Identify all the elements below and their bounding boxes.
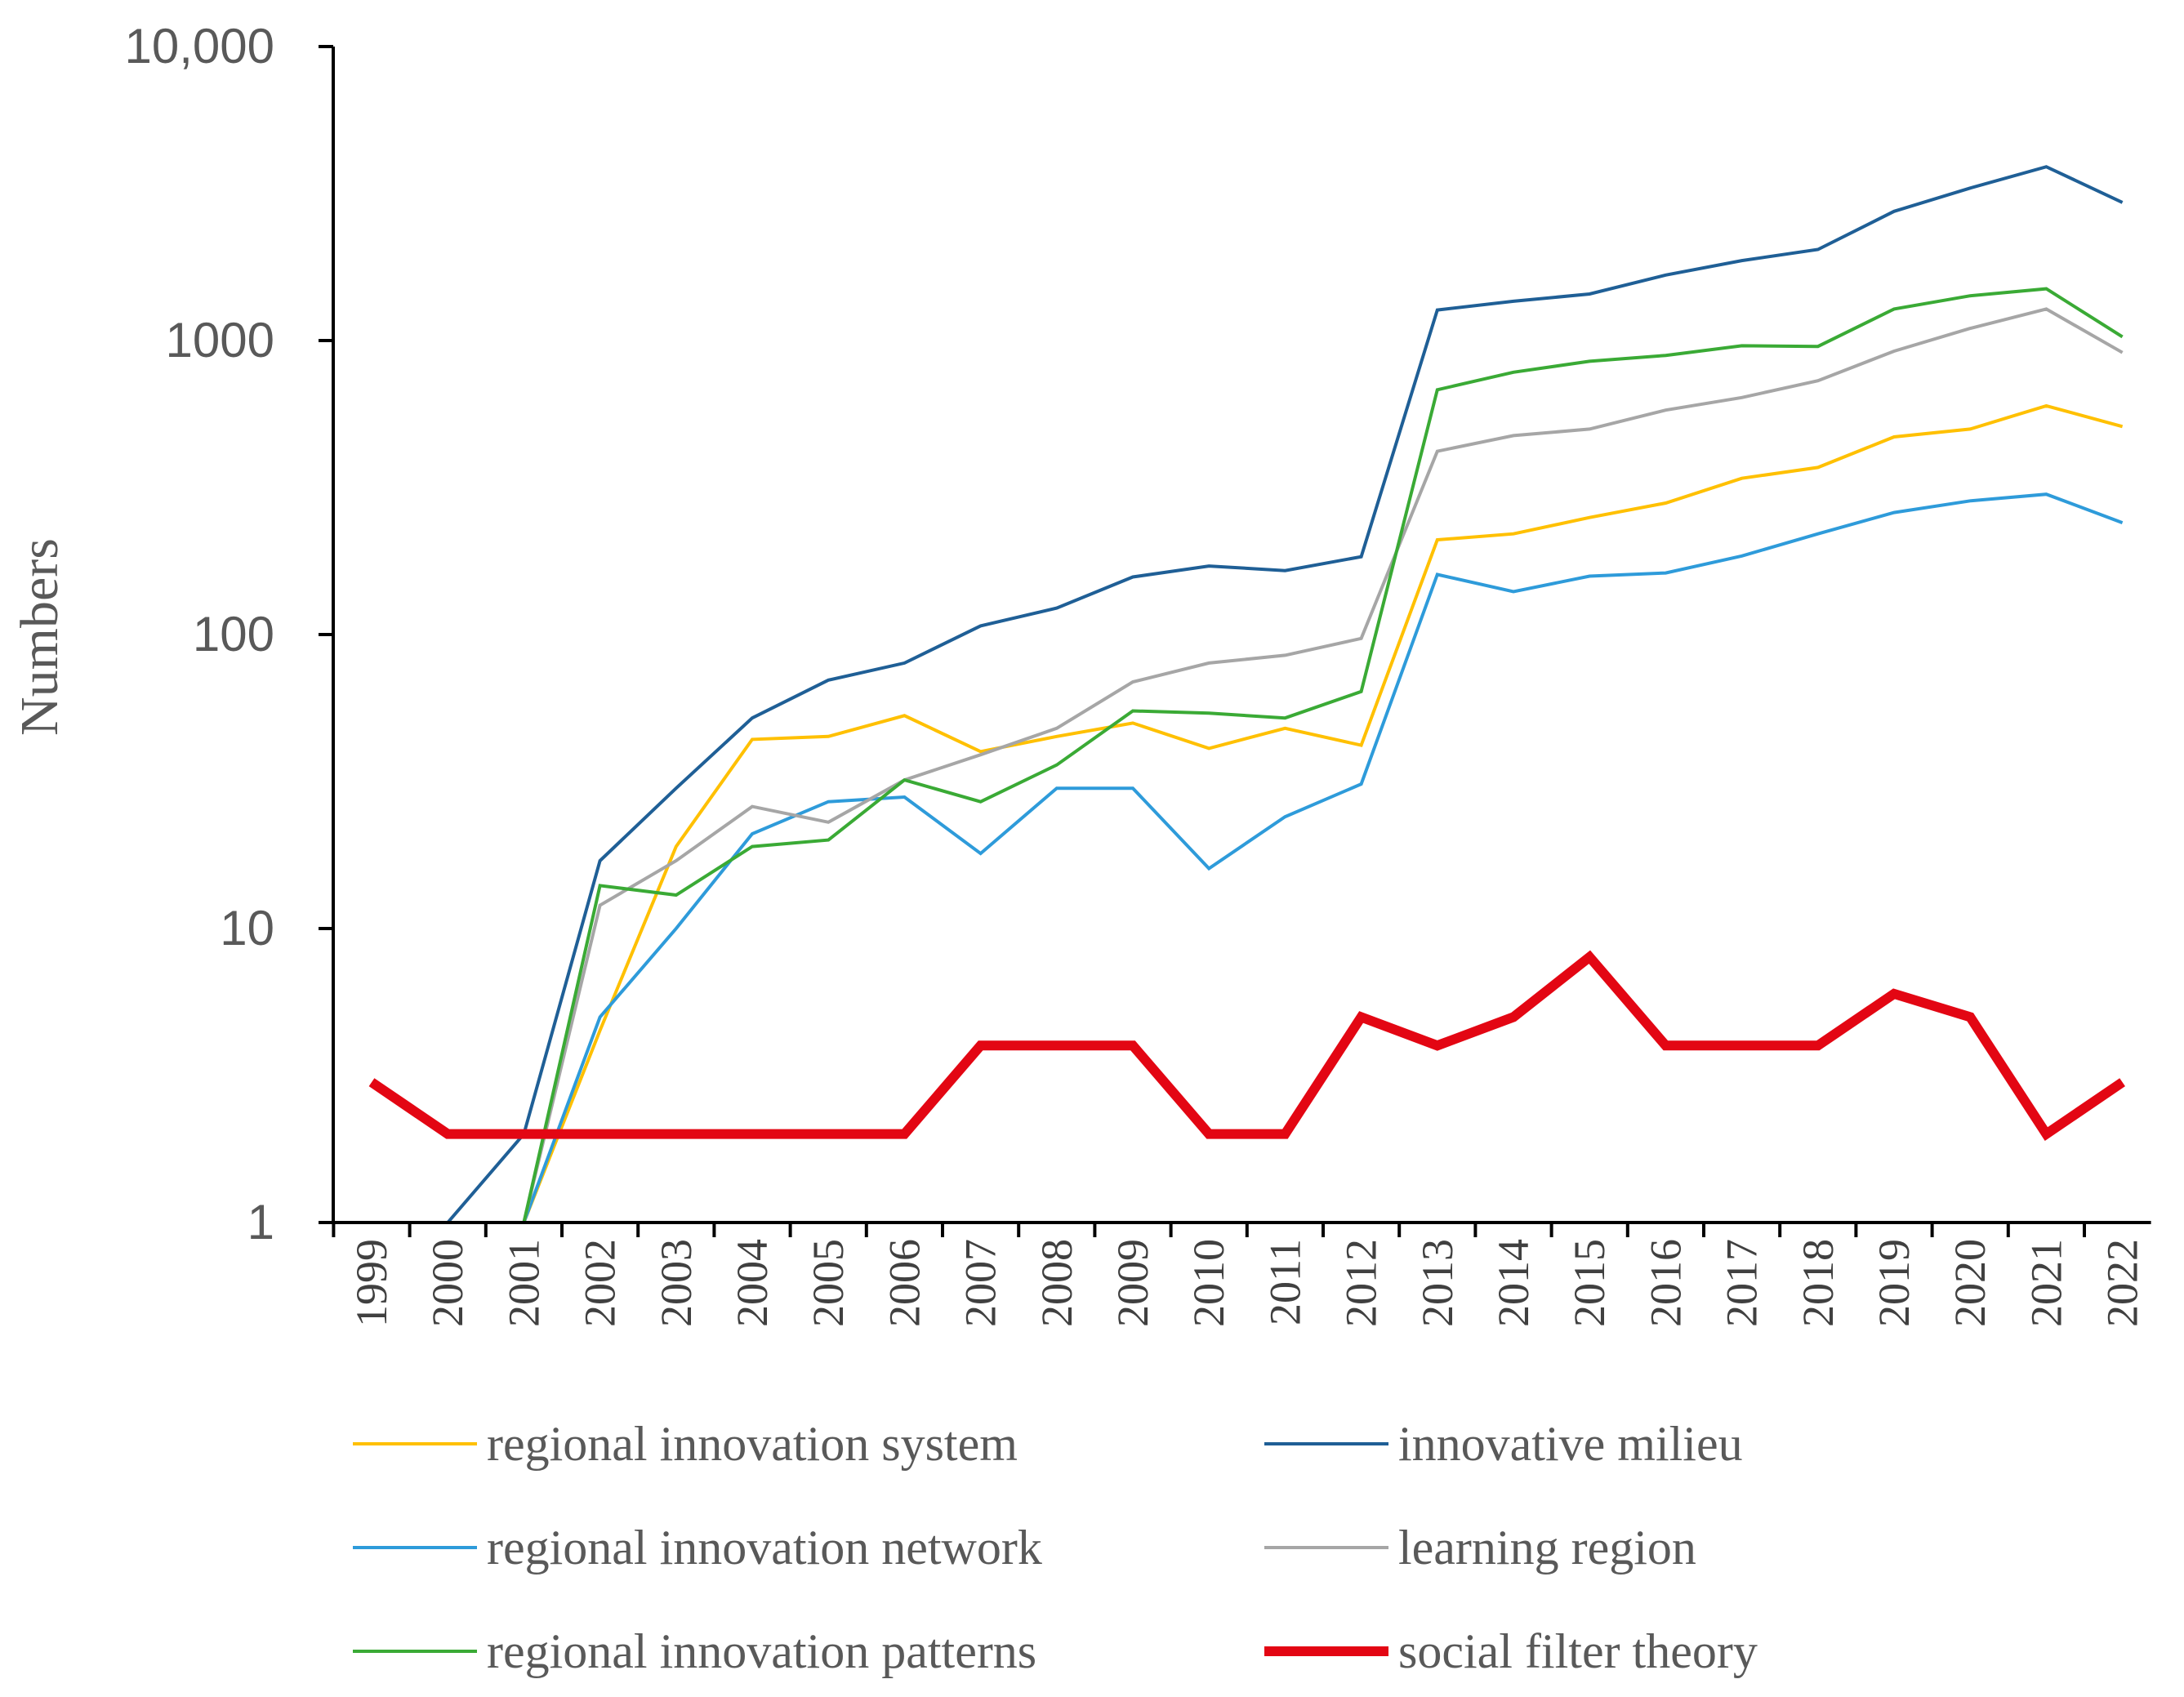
series-1 (371, 165, 2124, 1224)
y-tick-label: 1000 (166, 313, 274, 367)
legend-item: social filter theory (1264, 1624, 1758, 1678)
y-tick-label: 100 (193, 607, 274, 661)
series-layer (368, 165, 2125, 1224)
x-tick-label: 2013 (1413, 1239, 1462, 1327)
axes: 1 10 100 1000 10,000 1999 2000 2001 2002 2003 2004… (124, 19, 2151, 1327)
legend-item: innovative milieu (1264, 1417, 1743, 1471)
y-tick-label: 10,000 (124, 19, 274, 73)
x-tick-label: 1999 (347, 1239, 396, 1327)
x-tick-label: 2002 (576, 1239, 625, 1327)
legend-item: learning region (1264, 1521, 1696, 1575)
series-3 (371, 307, 2124, 1224)
x-tick-label: 2008 (1032, 1239, 1081, 1327)
x-tick-label: 2006 (880, 1239, 929, 1327)
series-4 (371, 287, 2124, 1224)
x-tick-label: 2009 (1108, 1239, 1157, 1327)
series-line-3 (372, 307, 2124, 1224)
legend-item: regional innovation patterns (353, 1624, 1036, 1678)
x-tick-label: 2022 (2098, 1239, 2147, 1327)
legend: regional innovation system innovative mil… (353, 1417, 1758, 1678)
x-tick-label: 2017 (1718, 1239, 1767, 1327)
legend-label: regional innovation patterns (487, 1624, 1036, 1678)
x-tick-label: 2010 (1184, 1239, 1233, 1327)
x-tick-label: 2012 (1337, 1239, 1386, 1327)
x-tick-label: 2015 (1565, 1239, 1614, 1327)
legend-label: regional innovation system (487, 1417, 1018, 1471)
x-tick-label: 2020 (1946, 1239, 1995, 1327)
series-line-1 (372, 165, 2124, 1224)
series-2 (371, 492, 2124, 1224)
x-tick-label: 2007 (956, 1239, 1005, 1327)
x-tick-label: 2001 (499, 1239, 548, 1327)
series-line-5 (368, 950, 2125, 1142)
legend-item: regional innovation system (353, 1417, 1018, 1471)
series-0 (371, 403, 2124, 1224)
series-5 (368, 950, 2125, 1142)
x-tick-label: 2021 (2021, 1239, 2070, 1327)
x-tick-label: 2000 (423, 1239, 472, 1327)
y-tick-label: 10 (220, 901, 274, 955)
series-line-4 (372, 287, 2124, 1224)
x-tick-label: 2018 (1794, 1239, 1843, 1327)
legend-label: learning region (1398, 1521, 1696, 1575)
legend-label: regional innovation network (487, 1521, 1042, 1575)
x-tick-label: 2019 (1870, 1239, 1919, 1327)
legend-item: regional innovation network (353, 1521, 1042, 1575)
legend-label: social filter theory (1398, 1624, 1758, 1678)
series-line-2 (372, 492, 2124, 1224)
x-tick-label: 2014 (1489, 1239, 1538, 1327)
legend-label: innovative milieu (1398, 1417, 1743, 1471)
x-tick-label: 2003 (652, 1239, 701, 1327)
x-tick-label: 2011 (1260, 1239, 1309, 1325)
y-tick-label: 1 (247, 1195, 274, 1249)
x-tick-label: 2016 (1641, 1239, 1690, 1327)
x-tick-label: 2004 (728, 1239, 777, 1327)
y-axis-label: Numbers (10, 538, 69, 736)
x-tick-label: 2005 (804, 1239, 853, 1327)
series-line-0 (372, 403, 2124, 1224)
